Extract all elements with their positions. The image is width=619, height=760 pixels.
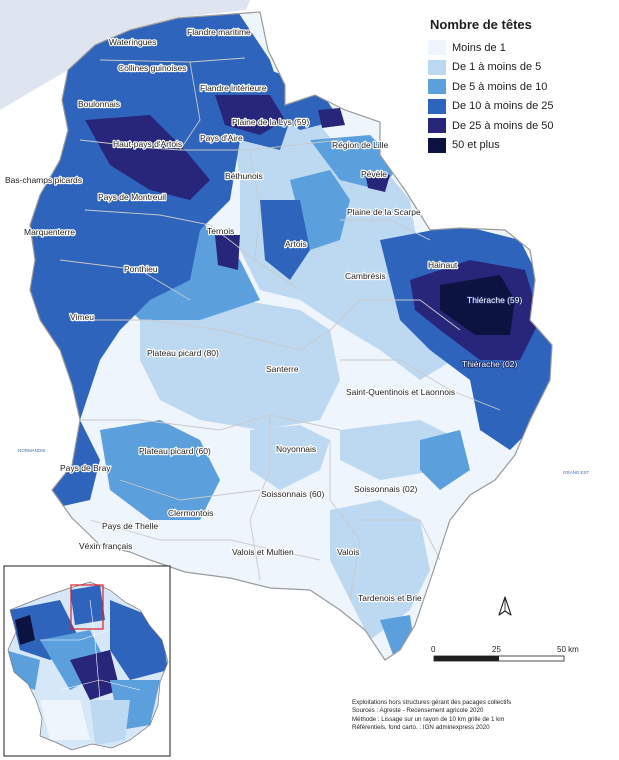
region-label: Valois xyxy=(337,547,360,557)
region-label: Soissonnais (60) xyxy=(261,489,324,499)
region-label: Santerre xyxy=(266,364,299,374)
region-label: Valois et Multien xyxy=(232,547,294,557)
scale-tick-label: 25 xyxy=(492,645,501,654)
inset-france-map xyxy=(3,565,171,757)
legend-swatch xyxy=(428,59,446,75)
region-label: Pévèle xyxy=(361,169,387,179)
legend-items: Moins de 1 De 1 à moins de 5 De 5 à moin… xyxy=(428,38,608,155)
region-label: Béthunois xyxy=(225,171,263,181)
region-label: Pays de Thelle xyxy=(102,521,158,531)
region-label: Artois xyxy=(285,239,307,249)
region-label: Boulonnais xyxy=(78,99,120,109)
legend-label: 50 et plus xyxy=(452,139,500,152)
legend-swatch xyxy=(428,137,446,153)
region-label: Wateringues xyxy=(109,37,156,47)
region-label: Saint-Quentinois et Laonnois xyxy=(346,387,455,397)
legend-label: Moins de 1 xyxy=(452,41,506,54)
sources-line: Sources : Agreste - Recensement agricole… xyxy=(352,707,484,715)
sources-line: Référentiels, fond carto. : IGN adminexp… xyxy=(352,724,490,732)
region-label: Région de Lille xyxy=(332,140,389,150)
region-label: Plateau picard (60) xyxy=(139,446,211,456)
region-label: Plaine de la Lys (59) xyxy=(232,117,309,127)
region-label: Pays d'Aire xyxy=(200,133,243,143)
region-label: Clermontois xyxy=(168,508,213,518)
legend-item: 50 et plus xyxy=(428,136,608,156)
north-arrow-icon xyxy=(498,596,512,616)
legend-label: De 10 à moins de 25 xyxy=(452,100,554,113)
legend: Nombre de têtes Moins de 1 De 1 à moins … xyxy=(428,17,608,155)
region-label: Thiérache (02) xyxy=(462,359,517,369)
sources-note: Exploitations hors structures gérant des… xyxy=(352,699,617,733)
scale-tick-label: 50 km xyxy=(557,645,579,654)
sources-line: Méthode : Lissage sur un rayon de 10 km … xyxy=(352,715,505,723)
subregion-boundaries xyxy=(59,57,501,601)
legend-label: De 1 à moins de 5 xyxy=(452,61,542,74)
legend-item: De 1 à moins de 5 xyxy=(428,58,608,78)
legend-label: De 25 à moins de 50 xyxy=(452,119,554,132)
region-label: Ternois xyxy=(207,226,234,236)
legend-swatch xyxy=(428,40,446,56)
region-label: Ponthieu xyxy=(124,264,158,274)
legend-title: Nombre de têtes xyxy=(430,17,532,32)
region-label: Haut-pays d'Artois xyxy=(113,139,182,149)
region-label: Tardenois et Brie xyxy=(358,593,422,603)
region-label: Bas-champs picards xyxy=(5,175,82,185)
neighbour-label-east: GRAND EST xyxy=(563,470,590,475)
legend-label: De 5 à moins de 10 xyxy=(452,80,548,93)
region-label: Plaine de la Scarpe xyxy=(347,207,421,217)
legend-swatch xyxy=(428,98,446,114)
legend-item: De 25 à moins de 50 xyxy=(428,116,608,136)
legend-swatch xyxy=(428,79,446,95)
legend-item: De 5 à moins de 10 xyxy=(428,77,608,97)
legend-swatch xyxy=(428,118,446,134)
region-label: Thiérache (59) xyxy=(467,295,522,305)
neighbour-label-west: NORMANDIE xyxy=(18,448,46,453)
region-label: Pays de Bray xyxy=(60,463,111,473)
region-label: Plateau picard (80) xyxy=(147,348,219,358)
legend-item: Moins de 1 xyxy=(428,38,608,58)
scale-tick-label: 0 xyxy=(431,645,436,654)
region-label: Véxin français xyxy=(79,541,132,551)
region-label: Hainaut xyxy=(428,260,458,270)
region-label: Collines guinoises xyxy=(118,63,187,73)
region-label: Pays de Montreuil xyxy=(98,192,166,202)
region-label: Flandre intérieure xyxy=(200,83,267,93)
region-label: Flandre maritime xyxy=(187,27,251,37)
region-label: Soissonnais (02) xyxy=(354,484,417,494)
scale-bar: 0 25 50 km xyxy=(431,645,579,662)
region-label: Marquenterre xyxy=(24,227,75,237)
region-label: Vimeu xyxy=(70,312,94,322)
sources-line: Exploitations hors structures gérant des… xyxy=(352,699,512,706)
region-labels: Flandre maritime Wateringues Collines gu… xyxy=(4,26,523,604)
region-label: Noyonnais xyxy=(276,444,316,454)
legend-item: De 10 à moins de 25 xyxy=(428,97,608,117)
region-label: Cambrésis xyxy=(345,271,386,281)
inset-highlight-frame xyxy=(70,584,104,630)
sea-area xyxy=(0,0,250,110)
